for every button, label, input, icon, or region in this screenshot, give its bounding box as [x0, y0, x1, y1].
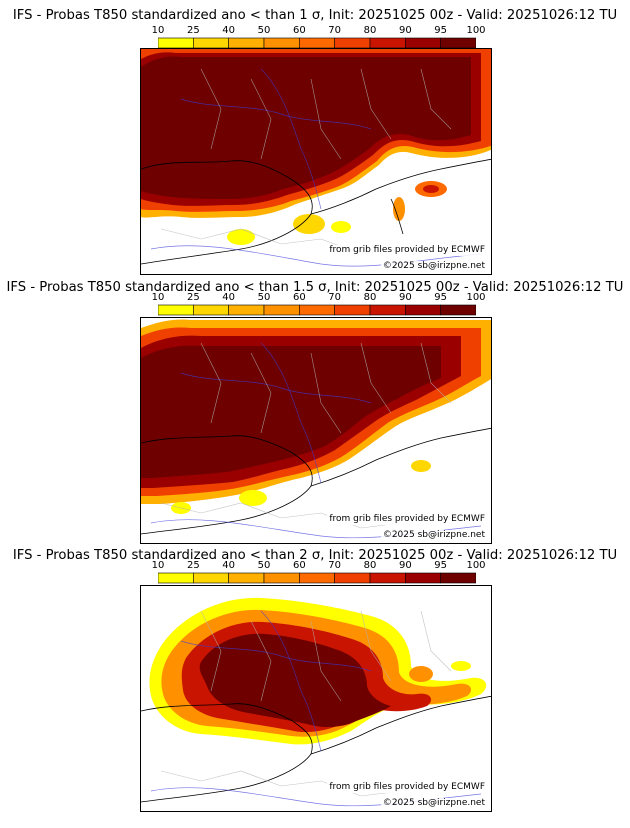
colorbar-tick-label: 60 [292, 292, 306, 303]
colorbar-swatch [299, 304, 335, 316]
colorbar-tick-label: 100 [466, 25, 486, 36]
colorbar-tick-label: 95 [434, 560, 448, 571]
colorbar: 10 25 40 50 60 70 80 90 95 100 [152, 560, 486, 588]
colorbar-swatch [405, 572, 441, 584]
colorbar-swatch [158, 37, 194, 49]
colorbar-tick-label: 25 [186, 25, 200, 36]
colorbar-tick-label: 60 [292, 25, 306, 36]
colorbar-tick-label: 70 [328, 560, 342, 571]
colorbar-swatch [158, 572, 194, 584]
colorbar-swatch [405, 304, 441, 316]
colorbar-tick-label: 25 [186, 560, 200, 571]
colorbar-tick-label: 70 [328, 292, 342, 303]
colorbar-tick-label: 100 [466, 560, 486, 571]
colorbar-swatch [193, 572, 229, 584]
colorbar-swatch [299, 37, 335, 49]
colorbar-tick-label: 25 [186, 292, 200, 303]
colorbar-swatch [263, 304, 300, 316]
colorbar-tick-label: 95 [434, 292, 448, 303]
colorbar-tick-label: 50 [257, 560, 271, 571]
colorbar-tick-label: 60 [292, 560, 306, 571]
colorbar-tick-label: 80 [363, 25, 377, 36]
copyright-credit: ©2025 sb@irizpne.net [380, 530, 487, 541]
panel-1: IFS - Probas T850 standardized ano < tha… [0, 0, 630, 275]
colorbar-swatch [263, 572, 300, 584]
probability-map: from grib files provided by ECMWF ©2025 … [140, 48, 492, 275]
colorbar-tick-label: 10 [151, 25, 165, 36]
copyright-credit: ©2025 sb@irizpne.net [380, 798, 487, 809]
colorbar-tick-label: 10 [151, 292, 165, 303]
colorbar-tick-label: 95 [434, 25, 448, 36]
panel-title: IFS - Probas T850 standardized ano < tha… [6, 280, 624, 295]
colorbar-tick-label: 100 [466, 292, 486, 303]
probability-map: from grib files provided by ECMWF ©2025 … [140, 317, 492, 544]
source-credit: from grib files provided by ECMWF [327, 514, 487, 525]
panel-title: IFS - Probas T850 standardized ano < tha… [12, 548, 618, 563]
map-canvas [141, 49, 491, 274]
colorbar-swatch [440, 572, 476, 584]
source-credit: from grib files provided by ECMWF [327, 245, 487, 256]
map-canvas [141, 318, 491, 543]
colorbar-swatch [334, 572, 371, 584]
colorbar-tick-label: 40 [222, 560, 236, 571]
colorbar-swatch [228, 572, 265, 584]
panel-3: IFS - Probas T850 standardized ano < tha… [0, 538, 630, 812]
colorbar-swatch [369, 572, 406, 584]
colorbar-swatch [228, 37, 265, 49]
colorbar-swatch [405, 37, 441, 49]
probability-map: from grib files provided by ECMWF ©2025 … [140, 585, 492, 812]
colorbar-swatch [334, 37, 371, 49]
colorbar-tick-label: 80 [363, 560, 377, 571]
colorbar: 10 25 40 50 60 70 80 90 95 100 [152, 292, 486, 320]
colorbar-tick-label: 90 [398, 292, 412, 303]
colorbar-tick-label: 10 [151, 560, 165, 571]
panel-title: IFS - Probas T850 standardized ano < tha… [12, 8, 618, 23]
source-credit: from grib files provided by ECMWF [327, 782, 487, 793]
colorbar-swatch [440, 37, 476, 49]
colorbar-tick-label: 90 [398, 25, 412, 36]
colorbar-tick-label: 50 [257, 292, 271, 303]
colorbar-tick-label: 40 [222, 292, 236, 303]
colorbar-tick-label: 50 [257, 25, 271, 36]
colorbar-tick-label: 80 [363, 292, 377, 303]
colorbar-swatch [334, 304, 371, 316]
panel-2: IFS - Probas T850 standardized ano < tha… [0, 270, 630, 544]
colorbar-tick-label: 40 [222, 25, 236, 36]
colorbar-swatch [369, 304, 406, 316]
colorbar-swatch [440, 304, 476, 316]
copyright-credit: ©2025 sb@irizpne.net [380, 261, 487, 272]
map-canvas [141, 586, 491, 811]
colorbar-swatch [299, 572, 335, 584]
colorbar-tick-label: 90 [398, 560, 412, 571]
colorbar-swatch [158, 304, 194, 316]
colorbar-tick-label: 70 [328, 25, 342, 36]
colorbar-swatch [228, 304, 265, 316]
colorbar-swatch [193, 37, 229, 49]
colorbar-swatches [158, 304, 476, 316]
colorbar-swatches [158, 572, 476, 584]
colorbar-swatch [193, 304, 229, 316]
colorbar-swatch [369, 37, 406, 49]
colorbar-swatch [263, 37, 300, 49]
